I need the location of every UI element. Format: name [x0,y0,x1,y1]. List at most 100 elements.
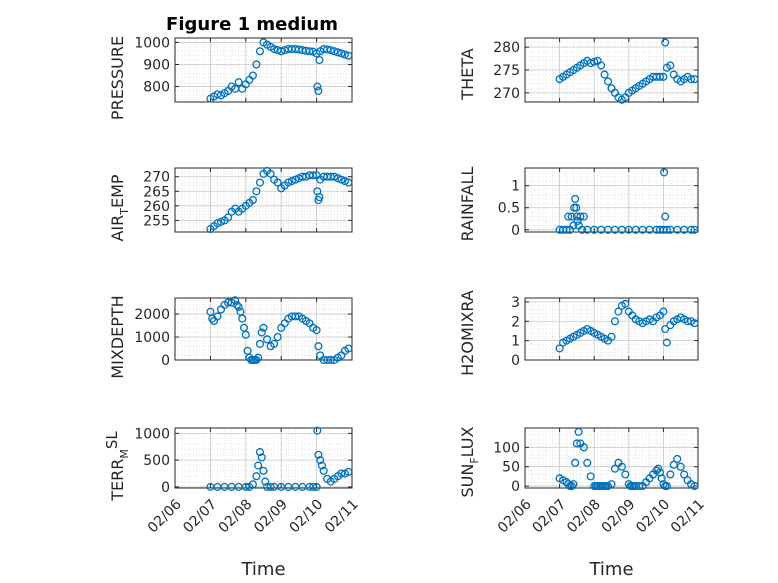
data-point [607,480,616,489]
data-point [564,212,573,221]
y-tick-label: 0.5 [498,201,520,217]
y-tick-label: 50 [502,460,520,476]
data-point [259,466,268,475]
y-tick-label: 1000 [134,426,170,442]
data-point [252,472,261,481]
data-point [261,477,270,486]
data-point [603,77,613,86]
y-axis-label: MIXDEPTH [108,295,127,378]
data-point [316,456,325,465]
data-point [315,193,324,202]
data-point [576,212,585,221]
data-point [662,482,671,491]
data-point [248,195,257,205]
data-point [687,75,696,84]
data-point [231,296,240,305]
x-tick-label: 02/07 [530,496,570,536]
x-tick-label: 02/11 [668,496,708,536]
data-point [666,61,675,70]
data-point [326,355,335,365]
data-point [344,344,353,353]
y-tick-label: 1000 [134,35,170,51]
y-axis-label: H2OMIXRA [458,290,477,376]
data-point [597,61,606,70]
y-tick-label: 2000 [134,307,170,323]
data-point [572,203,581,212]
data-point [621,299,630,308]
data-point [314,342,323,351]
data-point [569,480,578,489]
data-point [270,44,279,54]
data-point [314,86,323,96]
axes-box [524,297,699,361]
data-point [224,298,233,307]
data-point [690,319,699,328]
data-point [666,470,675,479]
y-tick-label: 100 [493,440,520,456]
data-point [344,51,353,60]
data-point [687,225,696,234]
y-axis-label: TERRMSL [103,431,131,502]
y-axis-label: THETA [458,48,477,100]
x-axis-label: Time [240,559,285,580]
data-point [234,303,243,312]
data-point [241,330,250,339]
axes-box [524,167,699,233]
subplot-1: 800 900 1000 PRESSURE [108,35,353,120]
y-tick-label: 260 [143,199,170,215]
data-point [313,82,322,91]
data-point [661,324,670,334]
data-point [333,48,342,57]
data-point [315,56,324,65]
data-point [574,427,583,436]
y-axis-label: SUNFLUX [458,426,481,497]
data-point [255,448,265,457]
y-tick-label: 3 [511,295,520,311]
x-tick-label: 02/10 [287,496,327,536]
data-point [617,462,626,471]
axes-box [174,167,353,233]
y-tick-label: 500 [143,453,170,469]
x-tick-label: 02/07 [180,496,220,536]
data-point [680,470,689,479]
y-tick-label: 270 [143,170,170,186]
data-point [655,72,664,81]
data-point [312,326,321,335]
data-point [313,426,322,435]
data-point [600,70,609,79]
y-tick-label: 0 [511,353,520,369]
data-point [252,187,261,196]
x-tick-label: 02/11 [322,496,362,536]
y-tick-label: 270 [493,86,520,102]
data-point [614,307,623,316]
data-point [273,332,282,342]
y-axis-label: RAINFALL [458,167,477,242]
data-point [661,38,670,47]
data-point [273,178,282,187]
data-point [676,462,685,471]
data-point [317,461,326,470]
y-tick-label: 0 [161,480,170,496]
y-tick-label: 0 [161,353,170,369]
axes-box [174,37,353,103]
data-point [330,47,339,56]
data-point [569,221,578,230]
data-point [326,46,335,55]
data-point [248,480,257,489]
data-point [690,225,699,234]
data-point [270,339,279,348]
data-point [262,335,272,344]
data-point [266,482,275,491]
data-point [266,169,275,178]
x-tick-label: 02/08 [216,496,256,536]
data-point [669,70,678,79]
data-point [234,78,243,87]
data-point [579,443,588,452]
data-point [254,353,263,362]
y-tick-label: 900 [143,57,170,73]
data-point [659,307,668,316]
data-point [248,71,257,80]
data-point [635,482,644,491]
data-point [277,47,286,56]
